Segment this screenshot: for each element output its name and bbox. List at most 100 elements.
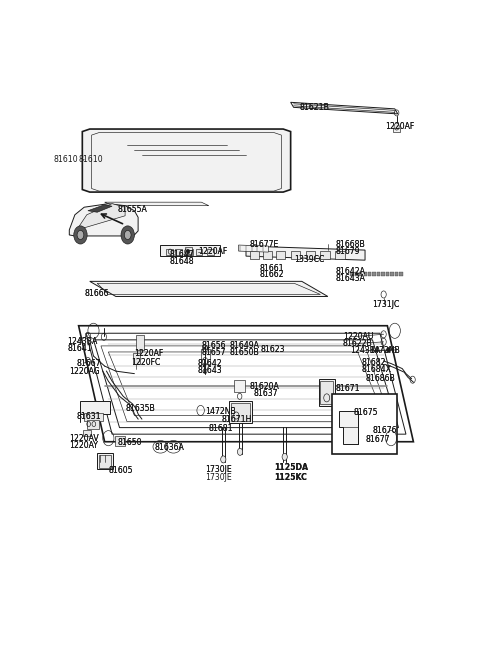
Text: 81681: 81681 <box>209 424 233 432</box>
Polygon shape <box>386 272 389 276</box>
Text: 81643A: 81643A <box>335 274 365 284</box>
Bar <box>115 436 125 446</box>
Text: 81635B: 81635B <box>125 404 155 413</box>
Text: 81679: 81679 <box>335 247 360 256</box>
Text: 1220AU: 1220AU <box>343 332 373 341</box>
Bar <box>250 251 259 259</box>
Text: 81637: 81637 <box>253 389 278 398</box>
Text: 81681: 81681 <box>209 424 233 432</box>
Polygon shape <box>395 272 398 276</box>
Text: 81622B: 81622B <box>343 339 372 348</box>
Text: 81671: 81671 <box>335 384 360 393</box>
Bar <box>207 248 214 255</box>
Text: 1220AV: 1220AV <box>69 434 99 443</box>
Text: 81671: 81671 <box>335 384 360 393</box>
Text: 1731JC: 1731JC <box>372 299 400 309</box>
Text: 81643A: 81643A <box>335 274 365 284</box>
Text: 81676: 81676 <box>372 426 397 435</box>
Bar <box>231 403 250 421</box>
Text: 81621B: 81621B <box>300 103 330 113</box>
Polygon shape <box>239 245 268 252</box>
Text: 81631: 81631 <box>77 412 101 421</box>
Text: 1220AF: 1220AF <box>385 122 415 131</box>
Text: 81677: 81677 <box>365 435 390 444</box>
Bar <box>83 430 91 436</box>
Text: 81666: 81666 <box>84 290 108 299</box>
Text: 1730JE: 1730JE <box>205 465 232 474</box>
Text: 81650: 81650 <box>118 438 142 447</box>
Polygon shape <box>359 272 362 276</box>
Polygon shape <box>90 282 328 297</box>
Polygon shape <box>350 272 353 276</box>
Text: 81623: 81623 <box>261 345 286 354</box>
Text: 81686B: 81686B <box>365 374 395 383</box>
Bar <box>321 251 330 259</box>
Text: 1220AV: 1220AV <box>69 434 99 443</box>
Bar <box>97 453 113 470</box>
Text: 81671H: 81671H <box>222 415 252 424</box>
Text: 81650B: 81650B <box>229 348 259 358</box>
Text: 1243BA: 1243BA <box>350 346 381 356</box>
Text: 81636A: 81636A <box>155 443 185 453</box>
Bar <box>305 251 315 259</box>
Bar <box>332 394 396 455</box>
Text: 81677E: 81677E <box>250 240 279 248</box>
Text: 1220AG: 1220AG <box>69 367 100 375</box>
Text: 81682: 81682 <box>361 358 386 367</box>
Text: 81684X: 81684X <box>361 365 391 373</box>
Text: 81679: 81679 <box>335 247 360 256</box>
Text: 81666: 81666 <box>84 290 108 299</box>
Bar <box>234 380 245 392</box>
Text: 1220AF: 1220AF <box>198 247 227 256</box>
Text: 81671H: 81671H <box>222 415 252 424</box>
Text: 1472NB: 1472NB <box>369 346 399 356</box>
Polygon shape <box>69 204 138 236</box>
Text: 81631: 81631 <box>77 412 101 421</box>
Text: 81641: 81641 <box>67 345 92 354</box>
Text: 1339CC: 1339CC <box>294 255 325 264</box>
Text: 1730JE: 1730JE <box>205 465 232 474</box>
Text: 1220AG: 1220AG <box>69 367 100 375</box>
Text: 1472NB: 1472NB <box>205 407 236 416</box>
Text: 81648: 81648 <box>170 257 194 266</box>
Text: 81605: 81605 <box>108 466 133 476</box>
Bar <box>87 420 99 428</box>
Text: 81642A: 81642A <box>335 267 365 276</box>
Bar <box>99 455 111 468</box>
Circle shape <box>394 123 399 130</box>
Bar <box>84 413 103 421</box>
Text: 81620A: 81620A <box>250 382 279 391</box>
Bar <box>201 349 210 364</box>
Text: 1472NB: 1472NB <box>369 346 399 356</box>
Text: 81675: 81675 <box>354 408 378 417</box>
Polygon shape <box>399 272 403 276</box>
Text: 1731JC: 1731JC <box>372 299 400 309</box>
Text: 81682: 81682 <box>361 358 386 367</box>
Text: 81675: 81675 <box>354 408 378 417</box>
Bar <box>136 335 144 350</box>
Text: 81662: 81662 <box>259 271 284 279</box>
Text: 81649A: 81649A <box>229 341 259 350</box>
Polygon shape <box>355 272 358 276</box>
Text: 81637: 81637 <box>253 389 278 398</box>
Text: 81657: 81657 <box>202 348 226 358</box>
Text: 1220AF: 1220AF <box>134 349 164 358</box>
Text: 81635B: 81635B <box>125 404 155 413</box>
Text: 81676: 81676 <box>372 426 397 435</box>
Text: 81622B: 81622B <box>343 339 372 348</box>
Circle shape <box>238 448 243 455</box>
Bar <box>263 251 272 259</box>
Text: 1220FC: 1220FC <box>131 358 160 367</box>
Text: 81677E: 81677E <box>250 240 279 248</box>
Text: 81642A: 81642A <box>335 267 365 276</box>
Text: 81686B: 81686B <box>365 374 395 383</box>
Text: 81623: 81623 <box>261 345 286 354</box>
Text: 81647: 81647 <box>170 250 194 259</box>
Polygon shape <box>160 245 220 256</box>
Polygon shape <box>246 246 365 260</box>
Polygon shape <box>372 272 376 276</box>
Text: 81643: 81643 <box>198 365 222 375</box>
Bar <box>175 248 182 255</box>
Text: 81661: 81661 <box>259 264 284 272</box>
Text: 81655A: 81655A <box>118 205 147 214</box>
